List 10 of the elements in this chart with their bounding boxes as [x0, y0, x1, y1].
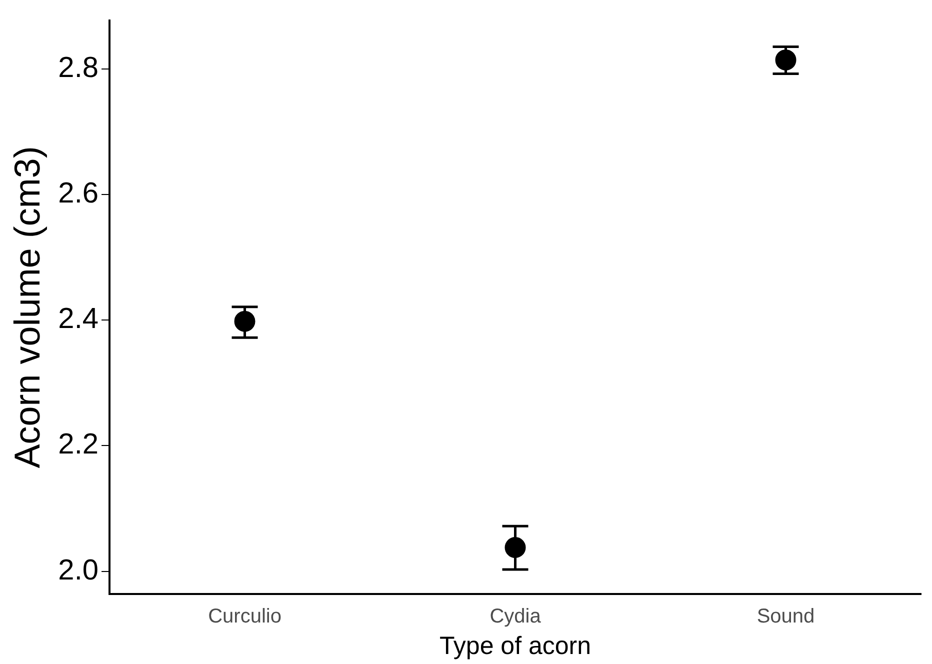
y-tick-label: 2.8: [58, 52, 99, 84]
x-axis-title: Type of acorn: [440, 632, 591, 660]
y-axis-title: Acorn volume (cm3): [6, 146, 48, 468]
x-tick-label: Sound: [756, 606, 815, 628]
x-tick-label: Curculio: [208, 606, 282, 628]
y-tick-label: 2.0: [58, 554, 99, 586]
y-tick-label: 2.4: [58, 303, 99, 336]
y-tick-label: 2.2: [58, 428, 99, 461]
x-tick-label: Cydia: [490, 606, 542, 628]
y-tick-label: 2.6: [58, 177, 99, 210]
